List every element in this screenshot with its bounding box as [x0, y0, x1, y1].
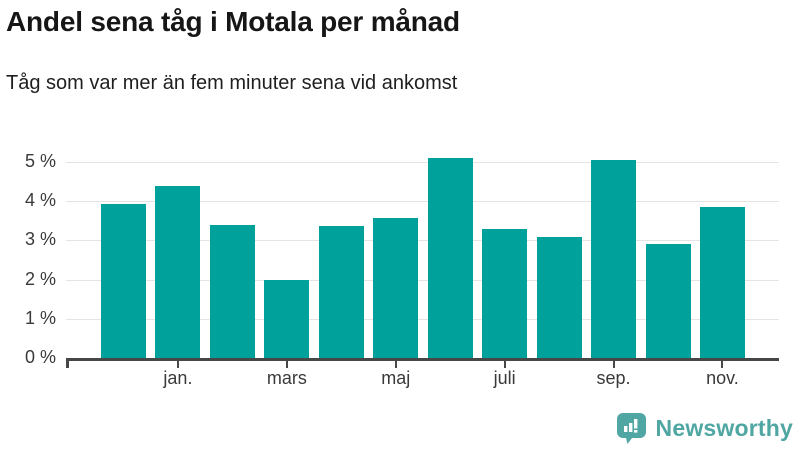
- bar-1: [101, 203, 146, 358]
- x-tick-label: nov.: [706, 368, 739, 388]
- bar-9: [536, 237, 582, 358]
- y-tick-label: 5 %: [24, 151, 56, 171]
- x-tick-label: jan.: [163, 368, 193, 388]
- x-tick: [394, 361, 397, 368]
- x-tick: [612, 361, 615, 368]
- gridline: [66, 318, 779, 320]
- gridline: [66, 201, 779, 203]
- y-axis-labels: 0 % 1 % 2 % 3 % 4 % 5 %: [0, 151, 56, 367]
- x-tick-label: mars: [266, 368, 307, 388]
- y-tick-label: 0 %: [24, 347, 56, 367]
- bar-5: [318, 225, 364, 358]
- x-tick-label: sep.: [596, 368, 631, 388]
- newsworthy-chart-bubble-icon: [616, 413, 646, 444]
- gridline: [66, 279, 779, 281]
- bar-2: [155, 185, 201, 358]
- bar-6: [373, 218, 419, 358]
- chart-subtitle: Tåg som var mer än fem minuter sena vid …: [6, 72, 458, 94]
- y-tick-label: 2 %: [24, 268, 56, 289]
- x-tick-label: maj: [381, 368, 411, 388]
- newsworthy-logo: Newsworthy: [616, 412, 793, 445]
- x-tick-label: juli: [493, 368, 516, 388]
- y-tick-label: 3 %: [24, 229, 56, 250]
- x-tick: [503, 361, 506, 368]
- x-tick: [285, 361, 288, 368]
- plot-area: [66, 158, 779, 361]
- gridline: [66, 162, 779, 163]
- bar-7: [427, 158, 473, 358]
- logo-text: Newsworthy: [655, 415, 793, 441]
- axis-origin-tick: [66, 361, 69, 368]
- chart-title: Andel sena tåg i Motala per månad: [6, 6, 460, 37]
- bar-11: [645, 243, 691, 358]
- x-tick: [176, 361, 179, 368]
- bar-12: [699, 207, 745, 358]
- x-tick: [721, 361, 724, 368]
- bar-8: [482, 229, 528, 358]
- y-tick-label: 1 %: [24, 307, 56, 328]
- bar-3: [209, 224, 255, 358]
- bar-10: [591, 160, 637, 358]
- y-tick-label: 4 %: [24, 190, 56, 211]
- gridline: [66, 240, 779, 242]
- bar-4: [264, 280, 310, 358]
